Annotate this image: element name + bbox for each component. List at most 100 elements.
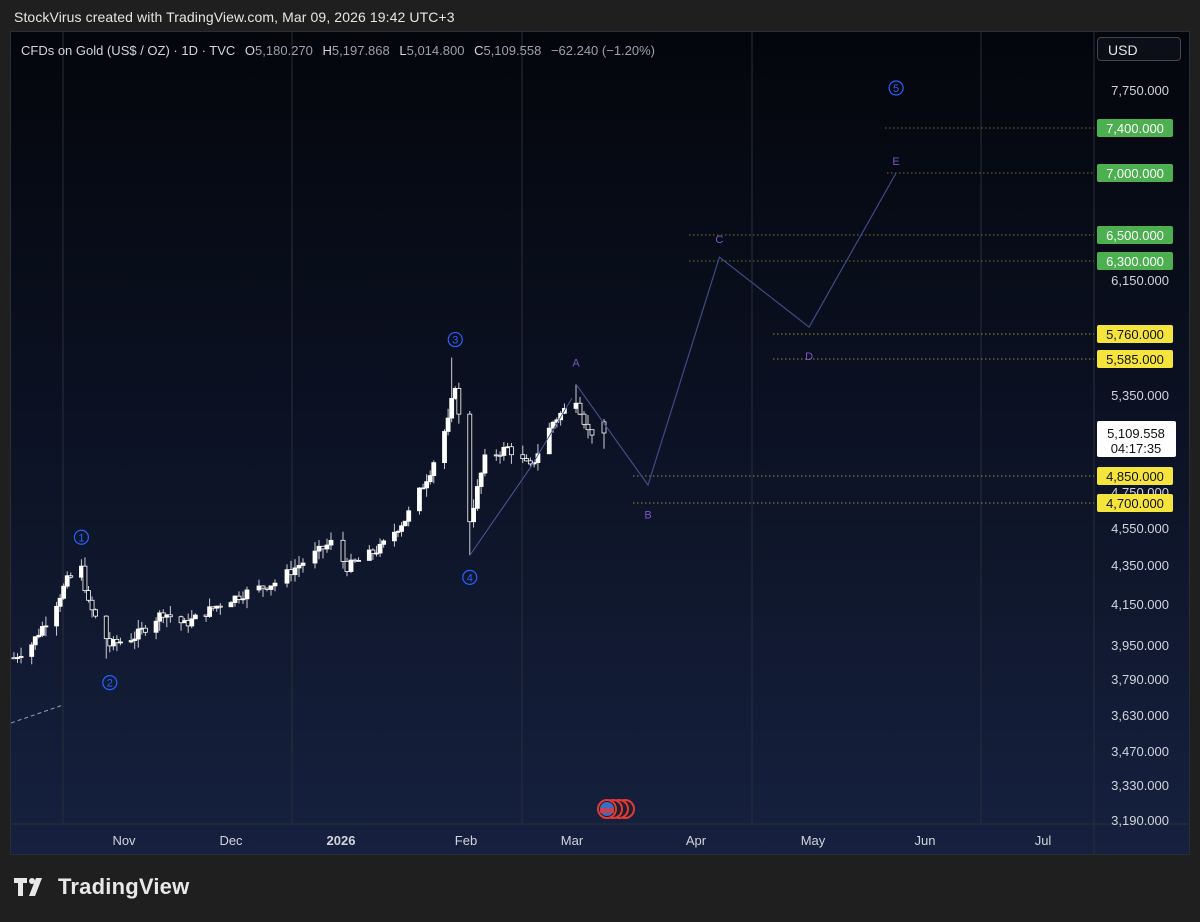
- candle-up: [54, 605, 59, 627]
- candle-up: [374, 552, 379, 555]
- candle-up: [43, 625, 49, 628]
- candle-down: [82, 565, 88, 592]
- candle-up: [501, 446, 507, 456]
- candle-down: [167, 614, 173, 618]
- candle-up: [348, 559, 354, 572]
- wave-label-circle: [102, 674, 118, 691]
- candle-down: [589, 429, 595, 436]
- candle-up: [478, 472, 484, 487]
- candle-down: [344, 560, 350, 572]
- candle-up: [445, 417, 451, 432]
- candle-up: [268, 585, 274, 590]
- candle-up: [312, 550, 318, 564]
- candle-down: [103, 615, 109, 640]
- x-tick-label: Feb: [455, 833, 477, 848]
- y-tick-label: 4,150.000: [1111, 597, 1169, 612]
- correction-label-D: D: [805, 351, 813, 363]
- candle-up: [118, 641, 123, 644]
- currency-button[interactable]: USD: [1097, 37, 1181, 61]
- price-level-badge-label: 7,000.000: [1106, 166, 1164, 181]
- candle-down: [89, 599, 95, 611]
- candle-down: [577, 402, 583, 415]
- last-price-badge: [1097, 421, 1176, 457]
- candle-down: [217, 605, 223, 608]
- x-tick-label: May: [801, 833, 826, 848]
- wave-label-3: 3: [452, 335, 458, 347]
- candle-down: [320, 545, 326, 550]
- correction-label-E: E: [892, 156, 899, 168]
- high-label: H: [322, 43, 332, 58]
- wave-label-5: 5: [893, 83, 899, 95]
- candle-up: [207, 606, 213, 617]
- tradingview-logo: TradingView: [14, 874, 189, 900]
- wave-label-circle: [73, 529, 90, 545]
- wave-label-4: 4: [467, 572, 473, 584]
- x-tick-label: Nov: [112, 833, 136, 848]
- y-tick-label: 4,550.000: [1111, 521, 1169, 536]
- candle-up: [32, 636, 38, 646]
- candle-up: [442, 431, 447, 464]
- candle-up: [417, 487, 422, 512]
- wave-label-2: 2: [107, 678, 113, 690]
- us-flag-stripes: [600, 808, 614, 813]
- candle-up: [316, 545, 322, 552]
- candle-up: [244, 589, 250, 600]
- candle-up: [471, 507, 476, 523]
- y-tick-label: 3,950.000: [1111, 638, 1169, 653]
- wave-label-circle: [888, 80, 904, 96]
- price-level-badge-label: 6,300.000: [1106, 254, 1164, 269]
- candle-down: [288, 569, 294, 576]
- price-level-badge-label: 5,585.000: [1106, 352, 1164, 367]
- price-level-badge: [1097, 350, 1173, 368]
- candle-up: [132, 638, 138, 641]
- candle-up: [232, 595, 238, 603]
- candle-up: [406, 510, 412, 522]
- candle-down: [585, 423, 591, 431]
- candle-down: [114, 638, 120, 644]
- candle-up: [228, 602, 234, 608]
- chart-credit: StockVirus created with TradingView.com,…: [14, 9, 455, 25]
- candle-up: [153, 620, 159, 633]
- change-value: −62.240 (−1.20%): [550, 43, 656, 58]
- candle-up: [64, 575, 70, 587]
- candle-up: [546, 427, 552, 455]
- x-tick-label: 2026: [327, 833, 356, 848]
- x-tick-label: Apr: [686, 833, 707, 848]
- symbol-legend: CFDs on Gold (US$ / OZ) · 1D · TVC O5,18…: [21, 43, 655, 58]
- wave-label-circle: [462, 569, 478, 585]
- candle-up: [192, 614, 198, 620]
- candle-up: [399, 525, 404, 532]
- y-tick-label: 3,330.000: [1111, 778, 1169, 793]
- candle-up: [292, 567, 298, 576]
- candle-up: [366, 549, 372, 561]
- candle-up: [482, 454, 488, 474]
- candle-up: [328, 539, 334, 546]
- candle-down: [370, 549, 376, 554]
- candle-down: [93, 609, 98, 617]
- candle-down: [340, 539, 346, 562]
- candle-up: [431, 462, 437, 476]
- correction-label-C: C: [715, 234, 723, 246]
- candle-down: [524, 458, 529, 462]
- wave-label-1: 1: [78, 532, 84, 544]
- candle-down: [467, 413, 473, 523]
- projected-wave-path: [575, 172, 897, 487]
- symbol-name[interactable]: CFDs on Gold (US$ / OZ) · 1D · TVC: [21, 43, 236, 58]
- price-chart[interactable]: 12345ABCDE7,750.0006,550.0006,150.0005,3…: [11, 32, 1189, 854]
- candle-up: [300, 562, 306, 566]
- low-value: 5,014.800: [406, 43, 465, 58]
- price-level-badge: [1097, 325, 1173, 343]
- x-tick-label: Jul: [1035, 833, 1052, 848]
- candle-up: [531, 462, 537, 465]
- candle-up: [402, 520, 408, 527]
- candle-down: [509, 446, 514, 456]
- price-level-badge: [1097, 467, 1173, 485]
- chart-pane[interactable]: 12345ABCDE7,750.0006,550.0006,150.0005,3…: [10, 31, 1190, 855]
- candle-up: [36, 634, 42, 638]
- candle-down: [236, 595, 242, 600]
- candle-down: [260, 585, 266, 589]
- candle-up: [256, 585, 262, 591]
- correction-label-A: A: [572, 357, 580, 369]
- candle-down: [86, 590, 91, 601]
- price-level-badge: [1097, 252, 1173, 270]
